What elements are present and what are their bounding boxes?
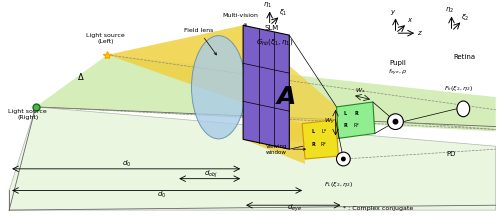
Ellipse shape xyxy=(392,119,398,125)
Text: Viewing
window: Viewing window xyxy=(266,144,306,155)
Text: $x$: $x$ xyxy=(407,16,414,24)
Text: $\Delta$: $\Delta$ xyxy=(77,71,85,82)
Ellipse shape xyxy=(192,36,246,139)
Text: $F_L(\xi_2, \eta_2)$: $F_L(\xi_2, \eta_2)$ xyxy=(324,179,353,189)
Ellipse shape xyxy=(341,156,346,161)
Text: R: R xyxy=(311,142,315,147)
Text: $f_{eye},\rho$: $f_{eye},\rho$ xyxy=(388,68,407,78)
Text: L*: L* xyxy=(321,129,326,134)
Text: Multi-vision: Multi-vision xyxy=(222,13,258,26)
Polygon shape xyxy=(302,120,339,159)
Text: R: R xyxy=(344,123,347,128)
Text: R: R xyxy=(354,111,358,116)
Text: SLM: SLM xyxy=(264,25,279,31)
Text: Retina: Retina xyxy=(453,54,475,60)
Text: Light source
(Left): Light source (Left) xyxy=(86,33,125,44)
Text: R*: R* xyxy=(353,123,359,128)
Text: $G_{hb}(\xi_1, \eta_1)$: $G_{hb}(\xi_1, \eta_1)$ xyxy=(256,36,293,46)
Ellipse shape xyxy=(457,101,469,117)
Text: L: L xyxy=(344,111,347,116)
Text: $d_0$: $d_0$ xyxy=(122,159,132,169)
Text: $z$: $z$ xyxy=(417,29,423,37)
Ellipse shape xyxy=(336,152,350,166)
Polygon shape xyxy=(336,102,375,138)
Text: $\xi_2$: $\xi_2$ xyxy=(461,12,469,23)
Text: Field lens: Field lens xyxy=(184,28,216,55)
Text: $F_k(\xi_2, \eta_2)$: $F_k(\xi_2, \eta_2)$ xyxy=(444,84,473,93)
Polygon shape xyxy=(9,107,496,210)
Polygon shape xyxy=(243,25,338,143)
Text: $y$: $y$ xyxy=(390,8,396,16)
Polygon shape xyxy=(243,25,290,149)
Text: $d_{obj}$: $d_{obj}$ xyxy=(204,168,218,180)
Polygon shape xyxy=(36,55,496,132)
Polygon shape xyxy=(108,25,305,164)
Text: $\xi_1$: $\xi_1$ xyxy=(279,8,287,18)
Text: * : Complex conjugate: * : Complex conjugate xyxy=(342,206,413,211)
Text: $W_y$: $W_y$ xyxy=(324,116,335,127)
Text: $\eta_2$: $\eta_2$ xyxy=(445,6,454,15)
Text: A: A xyxy=(276,85,295,109)
Text: Light source
(Right): Light source (Right) xyxy=(8,109,47,120)
Ellipse shape xyxy=(388,114,404,130)
Text: Pupil: Pupil xyxy=(389,60,406,66)
Text: PD: PD xyxy=(447,151,456,157)
Text: $d_0$: $d_0$ xyxy=(157,189,166,200)
Text: $W_x$: $W_x$ xyxy=(354,86,366,95)
Text: L: L xyxy=(312,129,314,134)
Text: R*: R* xyxy=(321,142,326,147)
Text: $d_{eye}$: $d_{eye}$ xyxy=(286,203,302,214)
Text: $\eta_1$: $\eta_1$ xyxy=(263,1,272,10)
